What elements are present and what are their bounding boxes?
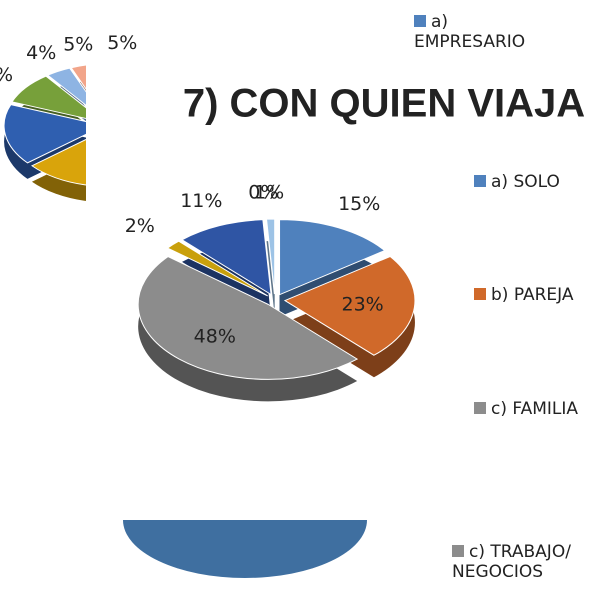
data-label: 9%: [0, 64, 13, 86]
legend-label: a) SOLO: [491, 172, 560, 192]
slice: [11, 75, 106, 124]
data-label: 4%: [26, 42, 56, 64]
slice: [3, 104, 106, 164]
data-label: 11%: [180, 190, 222, 212]
data-label: 2%: [125, 215, 155, 237]
data-label: 15%: [338, 193, 380, 215]
slice: [283, 255, 416, 356]
legend-label: c) TRABAJO/ NEGOCIOS: [452, 542, 571, 582]
data-label: 1%: [254, 181, 284, 203]
slice: [137, 255, 359, 380]
slice: [181, 219, 272, 296]
legend-item: c) TRABAJO/ NEGOCIOS: [452, 542, 582, 582]
legend-swatch: [452, 545, 464, 557]
data-label: 0%: [248, 181, 278, 203]
legend-item: c) FAMILIA: [474, 399, 614, 419]
slice: [265, 218, 276, 295]
chart-title: 7) CON QUIEN VIAJA: [183, 82, 585, 126]
legend-item: a) SOLO: [474, 172, 614, 192]
data-label: 48%: [194, 326, 236, 348]
legend-swatch: [414, 15, 426, 27]
data-label: 5%: [63, 34, 93, 56]
legend-label: c) FAMILIA: [491, 399, 579, 419]
legend-swatch: [474, 402, 486, 414]
legend-label: b) PAREJA: [491, 285, 574, 305]
legend-label: a) EMPRESARIO: [414, 12, 526, 52]
slice: [279, 219, 386, 296]
front-chart: [137, 218, 416, 402]
data-label: 23%: [341, 293, 383, 315]
legend-item: a) EMPRESARIO: [414, 12, 554, 52]
legend-swatch: [474, 288, 486, 300]
legend-item: b) PAREJA: [474, 285, 614, 305]
legend-swatch: [474, 175, 486, 187]
slice: [166, 240, 268, 297]
data-label: 5%: [107, 32, 137, 54]
